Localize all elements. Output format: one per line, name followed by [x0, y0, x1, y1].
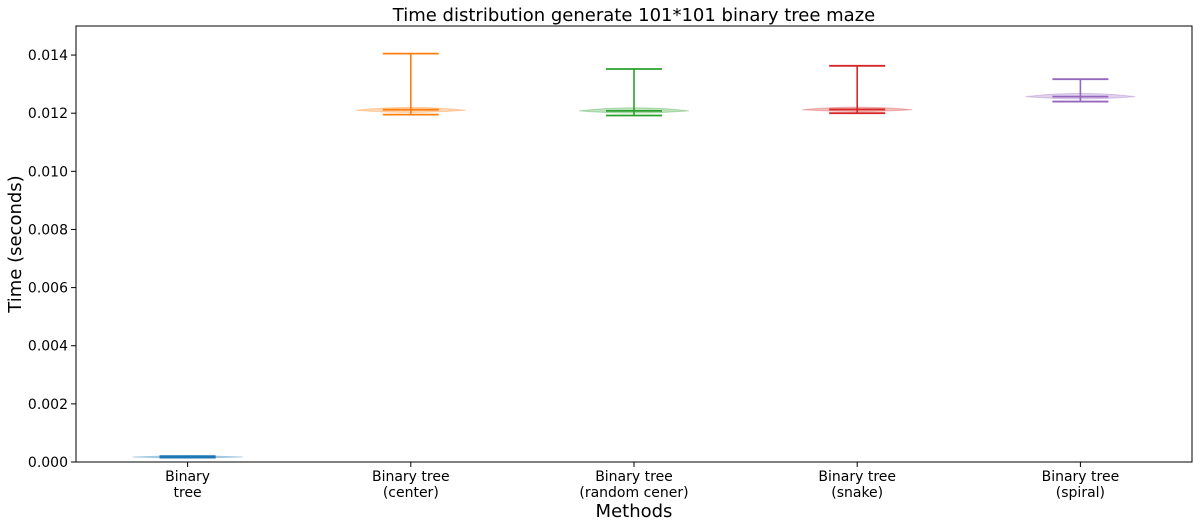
x-tick-label: Binary — [165, 469, 210, 485]
violin — [355, 52, 466, 116]
y-tick-label: 0.002 — [28, 397, 68, 413]
violin — [802, 64, 913, 115]
y-tick-label: 0.004 — [28, 339, 68, 355]
y-tick-label: 0.012 — [28, 106, 68, 122]
y-tick-label: 0.000 — [28, 455, 68, 471]
y-tick-label: 0.008 — [28, 222, 68, 238]
y-tick-label: 0.006 — [28, 281, 68, 297]
x-tick-label: (snake) — [831, 485, 883, 501]
violins-group — [132, 52, 1136, 459]
x-tick-label: Binary tree — [595, 469, 673, 485]
x-tick-label: (random cener) — [579, 485, 688, 501]
x-tick-label: Binary tree — [372, 469, 450, 485]
x-axis-label: Methods — [596, 501, 673, 522]
violin — [578, 68, 690, 117]
x-tick-label: Binary tree — [1042, 469, 1120, 485]
y-tick-label: 0.010 — [28, 164, 68, 180]
violin — [132, 455, 243, 459]
y-axis: 0.000 0.002 0.004 0.006 0.008 0.010 0.012 0.014 — [28, 48, 76, 471]
chart-title: Time distribution generate 101*101 binar… — [392, 5, 875, 26]
violin — [1025, 78, 1136, 103]
x-tick-label: (spiral) — [1056, 485, 1105, 501]
y-tick-label: 0.014 — [28, 48, 68, 64]
x-tick-label: Binary tree — [818, 469, 896, 485]
x-tick-label: tree — [174, 485, 202, 501]
x-tick-label: (center) — [383, 485, 439, 501]
y-axis-label: Time (seconds) — [5, 175, 26, 313]
